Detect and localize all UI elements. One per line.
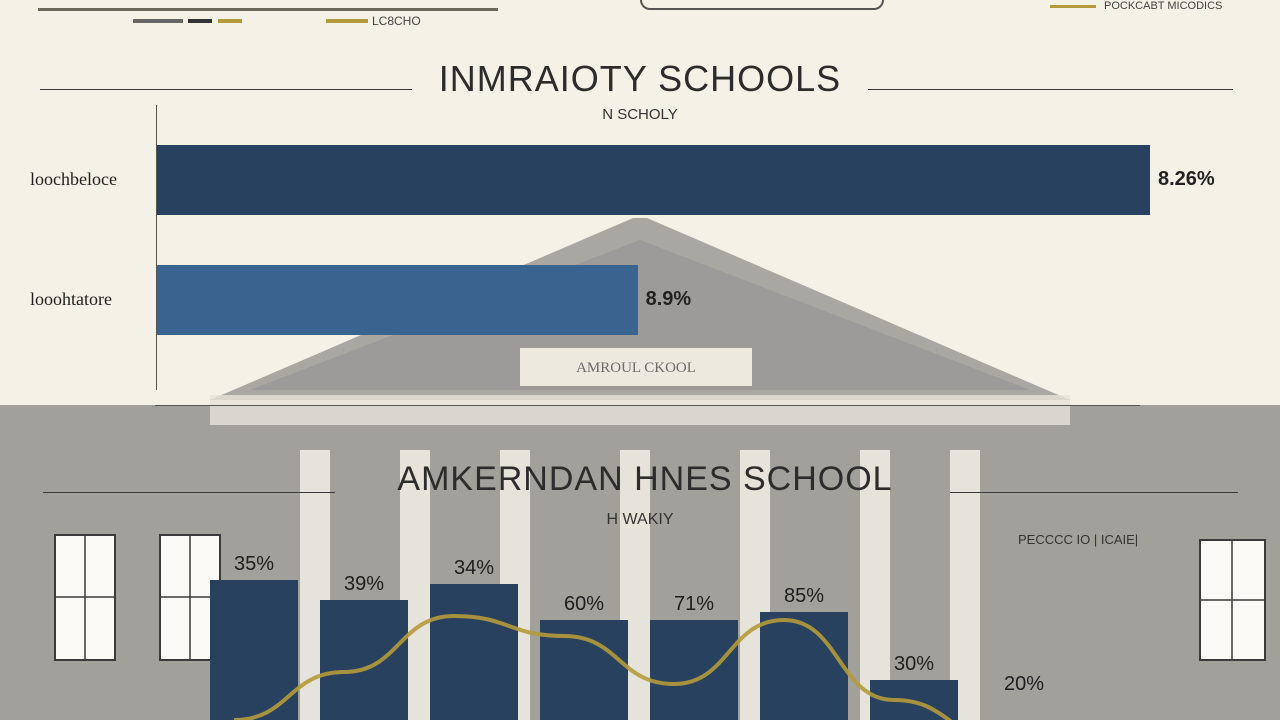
- bar-value-label: 8.9%: [645, 288, 692, 310]
- legend-label: PECCCC IO | ICAIE|: [1018, 532, 1139, 547]
- column-value-label: 30%: [894, 653, 934, 675]
- chart2-subtitle: H WAKIY: [606, 511, 674, 528]
- column-bar: [650, 620, 738, 720]
- bar: [157, 145, 1150, 215]
- column-value-label: 60%: [564, 593, 604, 615]
- title-rule-left: [43, 492, 335, 493]
- title-rule-right: [950, 492, 1238, 493]
- title-rule-right: [868, 89, 1233, 90]
- legend-swatch: [133, 19, 183, 23]
- column-bar: [760, 612, 848, 720]
- bar-value-label: 8.26%: [1158, 168, 1215, 190]
- column-value-label: 85%: [784, 585, 824, 607]
- bar-category-label: looohtatore: [30, 289, 112, 309]
- chart1-title: INMRAIOTY SCHOOLS: [438, 58, 842, 99]
- column-bar: [210, 580, 298, 720]
- legend-swatch: [1050, 5, 1096, 8]
- top-strip-shape: [38, 0, 498, 11]
- trend-line: [233, 613, 953, 720]
- legend-swatch: [218, 19, 242, 23]
- column-value-label: 35%: [234, 553, 274, 575]
- column-bar: [430, 584, 518, 720]
- column-value-label: 71%: [674, 593, 714, 615]
- column-value-label: 20%: [1004, 673, 1044, 695]
- legend-label: POCKCABT MICODICS: [1104, 0, 1223, 12]
- chart1-subtitle: N SCHOLY: [602, 106, 678, 123]
- column-bar: [320, 600, 408, 720]
- chart2-title: AMKERNDAN HNES SCHOOL: [397, 460, 893, 498]
- section-divider: [155, 405, 1140, 406]
- column-value-label: 34%: [454, 557, 494, 579]
- building-sign-text: AMROUL CKOOL: [576, 360, 696, 376]
- chart1-y-axis: [156, 105, 157, 390]
- legend-swatch: [188, 19, 212, 23]
- title-rule-left: [40, 89, 412, 90]
- legend-swatch: [326, 19, 368, 23]
- bar-category-label: loochbeloce: [30, 169, 117, 189]
- column-value-label: 39%: [344, 573, 384, 595]
- legend-label: LC8CHO: [372, 14, 421, 28]
- bar: [157, 265, 638, 335]
